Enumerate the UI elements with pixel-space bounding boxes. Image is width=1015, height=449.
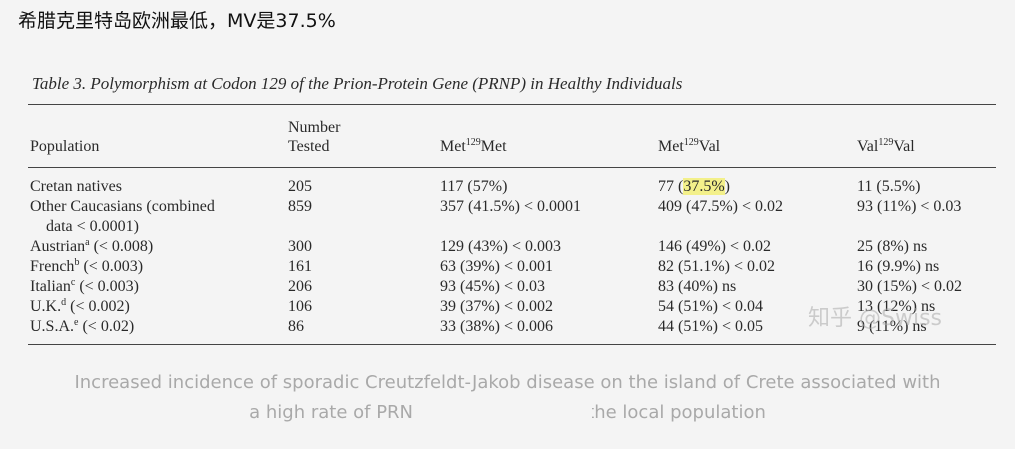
- table-row-population: Other Caucasians (combined: [30, 198, 215, 215]
- table-row-met-met: 63 (39%) < 0.001: [440, 258, 554, 275]
- table-row-number: 206: [288, 278, 312, 295]
- table-row-met-val: 54 (51%) < 0.04: [658, 298, 764, 315]
- table-row-val-val: 25 (8%) ns: [857, 238, 928, 255]
- table-row-met-met: 117 (57%): [440, 178, 508, 195]
- table-row-val-val: 9 (11%) ns: [857, 318, 927, 335]
- header-val-val: Val129Val: [857, 137, 915, 156]
- header-met-met: Met129Met: [440, 137, 507, 156]
- table-row-met-val: 83 (40%) ns: [658, 278, 737, 295]
- table-header-rule: [28, 167, 996, 168]
- table-row-number: 300: [288, 238, 312, 255]
- table-title: Table 3. Polymorphism at Codon 129 of th…: [32, 74, 683, 93]
- table-row-val-val: 16 (9.9%) ns: [857, 258, 940, 275]
- header-population: Population: [30, 138, 100, 155]
- table-row-met-met: 33 (38%) < 0.006: [440, 318, 554, 335]
- table-row-number: 859: [288, 198, 312, 215]
- table-row-population: Italianc (< 0.003): [30, 277, 140, 296]
- table-row-val-val: 11 (5.5%): [857, 178, 921, 195]
- table-row-val-val: 13 (12%) ns: [857, 298, 936, 315]
- table-row-met-met: 39 (37%) < 0.002: [440, 298, 554, 315]
- header-met-val: Met129Val: [658, 137, 721, 156]
- table-row-met-met: 129 (43%) < 0.003: [440, 238, 562, 255]
- header-number-tested: Number Tested: [288, 119, 341, 155]
- redaction-block: [414, 404, 592, 428]
- table-row-number: 86: [288, 318, 304, 335]
- table-top-rule: [28, 104, 996, 105]
- table-row-number: 106: [288, 298, 312, 315]
- table-row-number: 161: [288, 258, 312, 275]
- table-row-met-val: 146 (49%) < 0.02: [658, 238, 772, 255]
- table-row-population: Cretan natives: [30, 178, 122, 195]
- table-bottom-rule: [28, 344, 996, 345]
- table-row-met-met: 93 (45%) < 0.03: [440, 278, 546, 295]
- table-row-met-val: 77 (37.5%): [658, 178, 730, 195]
- table-row-population: U.S.A.e (< 0.02): [30, 317, 135, 336]
- paper-caption-line1: Increased incidence of sporadic Creutzfe…: [74, 372, 941, 393]
- table-row-val-val: 30 (15%) < 0.02: [857, 278, 963, 295]
- table-row-val-val: 93 (11%) < 0.03: [857, 198, 962, 215]
- table-row-met-val: 409 (47.5%) < 0.02: [658, 198, 784, 215]
- table-row-number: 205: [288, 178, 312, 195]
- table-row-population-cont: data < 0.0001): [46, 218, 139, 235]
- table-row-population: Austriana (< 0.008): [30, 237, 154, 256]
- table-row-population: Frenchb (< 0.003): [30, 257, 144, 276]
- table-row-met-val: 82 (51.1%) < 0.02: [658, 258, 776, 275]
- table-row-population: U.K.d (< 0.002): [30, 297, 130, 316]
- highlighted-value: 37.5%: [683, 178, 725, 195]
- table-row-met-val: 44 (51%) < 0.05: [658, 318, 764, 335]
- table-row-met-met: 357 (41.5%) < 0.0001: [440, 198, 582, 215]
- zhihu-watermark: 知乎 @Swiss: [808, 306, 942, 331]
- post-heading: 希腊克里特岛欧洲最低，MV是37.5%: [18, 10, 336, 32]
